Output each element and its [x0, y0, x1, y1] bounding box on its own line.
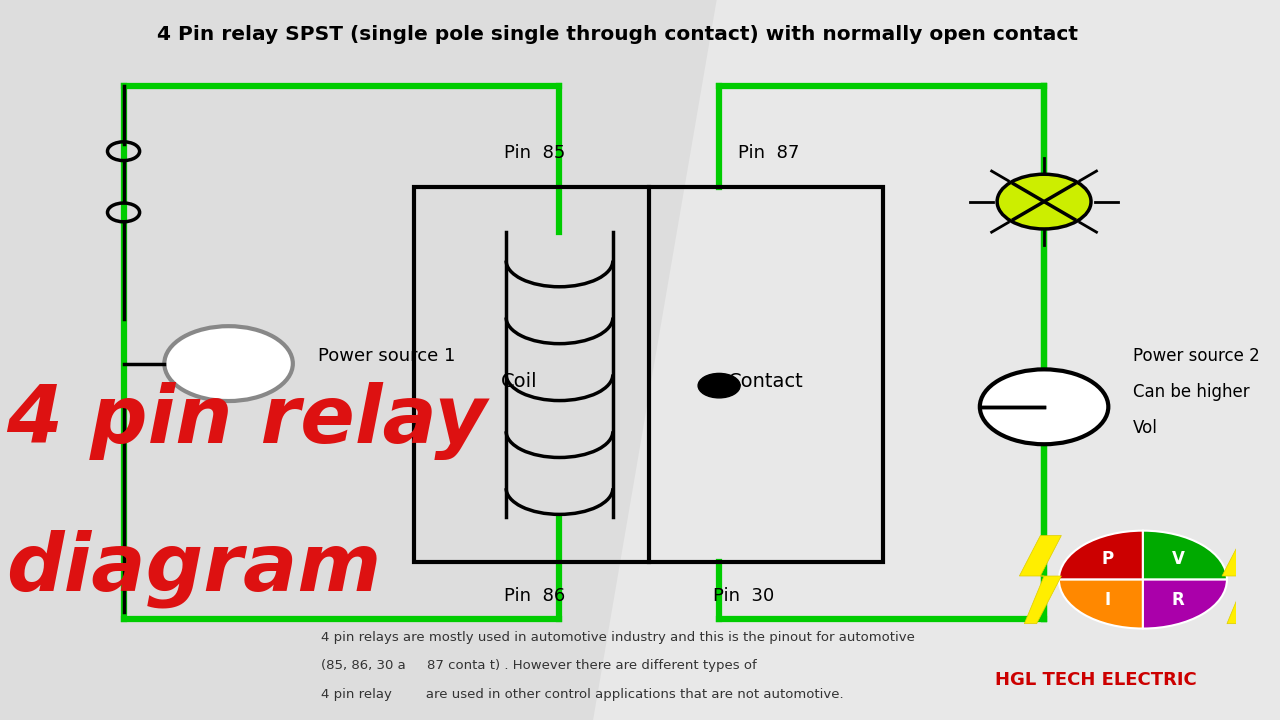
Polygon shape	[1019, 536, 1061, 624]
Text: Contact: Contact	[728, 372, 804, 392]
Text: (85, 86, 30 a     87 conta t) . However there are different types of: (85, 86, 30 a 87 conta t) . However ther…	[321, 660, 756, 672]
Text: 4 pin relay: 4 pin relay	[6, 382, 488, 460]
Text: R: R	[1171, 591, 1184, 609]
Text: Vol: Vol	[1133, 419, 1158, 438]
Text: 4 pin relays are mostly used in automotive industry and this is the pinout for a: 4 pin relays are mostly used in automoti…	[321, 631, 915, 644]
Text: 4 Pin relay SPST (single pole single through contact) with normally open contact: 4 Pin relay SPST (single pole single thr…	[157, 25, 1078, 44]
Text: Power source 1: Power source 1	[317, 348, 454, 366]
Circle shape	[979, 369, 1108, 444]
Circle shape	[997, 174, 1091, 229]
Text: V: V	[1171, 550, 1185, 568]
Text: Power source 2: Power source 2	[1133, 348, 1260, 366]
Circle shape	[698, 374, 740, 398]
Polygon shape	[0, 0, 717, 720]
Circle shape	[164, 326, 293, 401]
Wedge shape	[1143, 580, 1228, 629]
Text: Coil: Coil	[502, 372, 538, 392]
Wedge shape	[1059, 580, 1143, 629]
Text: I: I	[1105, 591, 1111, 609]
Polygon shape	[1222, 536, 1265, 624]
Text: HGL TECH ELECTRIC: HGL TECH ELECTRIC	[995, 671, 1197, 690]
Wedge shape	[1143, 531, 1228, 580]
Text: P: P	[1102, 550, 1114, 568]
Text: Pin  30: Pin 30	[713, 587, 774, 605]
Text: 4 pin relay        are used in other control applications that are not automotiv: 4 pin relay are used in other control ap…	[321, 688, 844, 701]
Text: Can be higher: Can be higher	[1133, 383, 1249, 402]
Text: Pin  86: Pin 86	[504, 587, 566, 605]
Wedge shape	[1059, 531, 1143, 580]
Text: Pin  87: Pin 87	[737, 144, 799, 162]
Text: diagram: diagram	[6, 529, 381, 608]
Text: Pin  85: Pin 85	[504, 144, 566, 162]
